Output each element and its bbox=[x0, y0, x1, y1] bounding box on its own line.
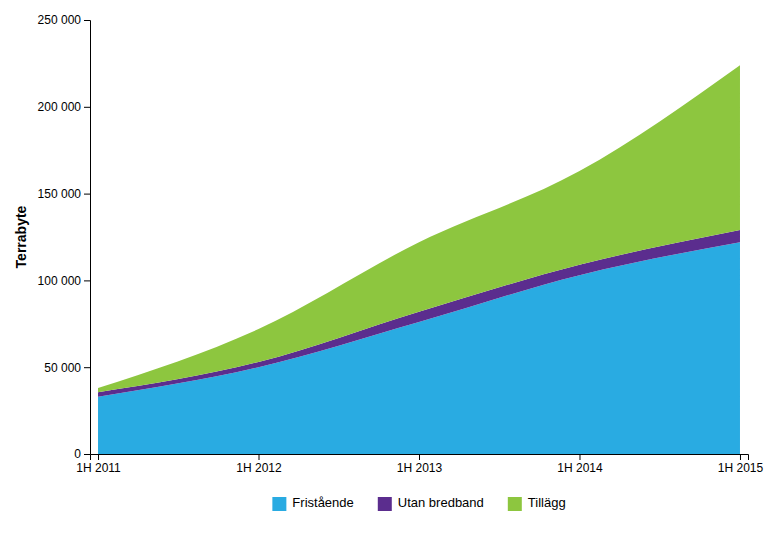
y-tick: 250 000 bbox=[38, 13, 90, 27]
x-tick: 1H 2012 bbox=[236, 454, 282, 475]
y-tick-mark bbox=[84, 194, 90, 195]
x-tick: 1H 2015 bbox=[718, 454, 764, 475]
y-tick: 50 000 bbox=[44, 361, 90, 375]
legend-swatch bbox=[508, 497, 522, 511]
legend-item: Utan bredband bbox=[378, 495, 484, 511]
legend-swatch bbox=[378, 497, 392, 511]
y-tick-label: 150 000 bbox=[38, 187, 82, 201]
y-tick-label: 200 000 bbox=[38, 100, 82, 114]
y-tick-label: 50 000 bbox=[44, 361, 81, 375]
legend: Fristående Utan bredband Tillägg bbox=[272, 495, 565, 511]
y-tick-mark bbox=[84, 367, 90, 368]
y-tick: 200 000 bbox=[38, 100, 90, 114]
y-tick-label: 250 000 bbox=[38, 13, 82, 27]
x-axis: 1H 2011 1H 2012 1H 2013 1H 2014 1H 2015 bbox=[76, 454, 763, 475]
x-tick: 1H 2013 bbox=[397, 454, 443, 475]
x-tick-mark bbox=[259, 454, 260, 460]
y-tick: 0 bbox=[74, 447, 90, 461]
y-tick-mark bbox=[84, 280, 90, 281]
y-axis-title: Terrabyte bbox=[13, 205, 29, 268]
x-axis-line bbox=[91, 455, 749, 461]
chart: 1H 2011 1H 2012 1H 2013 1H 2014 1H 2015 0 50 0… bbox=[0, 0, 773, 539]
y-axis-line bbox=[84, 21, 91, 455]
x-tick-mark bbox=[579, 454, 580, 460]
x-tick: 1H 2011 bbox=[76, 454, 121, 475]
x-tick-mark bbox=[740, 454, 741, 460]
y-tick-label: 0 bbox=[74, 447, 81, 461]
y-tick: 100 000 bbox=[38, 274, 90, 288]
legend-item: Fristående bbox=[272, 495, 353, 511]
legend-label: Utan bredband bbox=[398, 495, 484, 510]
legend-label: Fristående bbox=[292, 495, 353, 510]
x-tick-mark bbox=[419, 454, 420, 460]
area bbox=[98, 65, 740, 392]
y-tick: 150 000 bbox=[38, 187, 90, 201]
y-tick-mark bbox=[84, 454, 90, 455]
y-tick-mark bbox=[84, 20, 90, 21]
x-tick-label: 1H 2015 bbox=[718, 461, 764, 475]
legend-swatch bbox=[272, 497, 286, 511]
x-tick-label: 1H 2012 bbox=[236, 461, 282, 475]
x-tick: 1H 2014 bbox=[557, 454, 603, 475]
x-tick-mark bbox=[98, 454, 99, 460]
y-tick-label: 100 000 bbox=[38, 274, 82, 288]
x-tick-label: 1H 2014 bbox=[557, 461, 603, 475]
legend-item: Tillägg bbox=[508, 495, 566, 511]
y-axis: 0 50 000 100 000 150 000 200 000 250 000 bbox=[38, 13, 91, 461]
y-tick-mark bbox=[84, 107, 90, 108]
areas bbox=[98, 65, 740, 454]
x-tick-label: 1H 2011 bbox=[76, 461, 121, 475]
x-tick-label: 1H 2013 bbox=[397, 461, 443, 475]
legend-label: Tillägg bbox=[528, 495, 566, 510]
plot: 1H 2011 1H 2012 1H 2013 1H 2014 1H 2015 0 50 0… bbox=[38, 13, 764, 474]
